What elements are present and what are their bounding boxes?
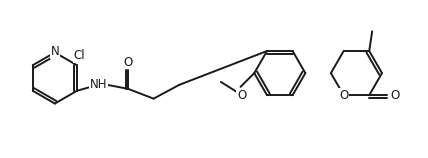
Text: O: O: [390, 89, 399, 102]
Text: NH: NH: [90, 78, 107, 91]
Text: O: O: [237, 89, 246, 102]
Text: Cl: Cl: [73, 49, 85, 62]
Text: O: O: [123, 56, 133, 69]
Text: N: N: [51, 45, 59, 58]
Text: O: O: [339, 89, 348, 102]
